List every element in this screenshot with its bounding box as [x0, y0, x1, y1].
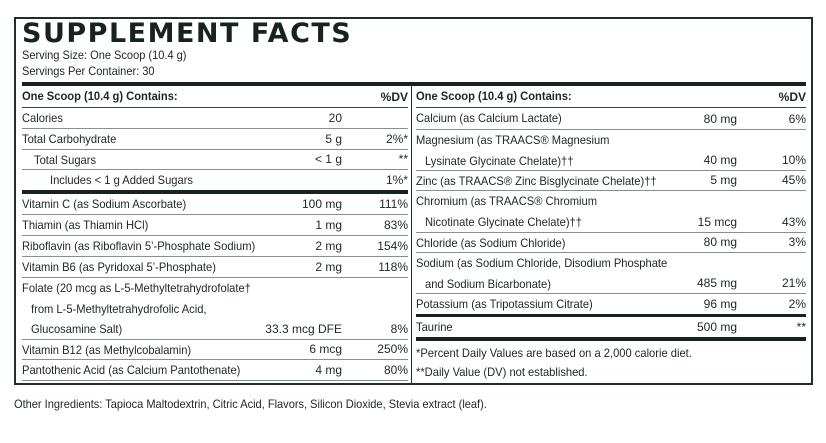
nutrient-amount: 80 mg [703, 112, 737, 126]
nutrient-amount: 20 [328, 111, 342, 125]
contains-header: One Scoop (10.4 g) Contains: [22, 89, 178, 103]
nutrient-row: Total Sugars < 1 g ** [22, 150, 408, 170]
nutrient-dv: 118% [378, 260, 408, 274]
nutrient-name: Riboflavin (as Riboflavin 5’-Phosphate S… [22, 239, 256, 253]
nutrient-dv: 2% [788, 297, 806, 311]
nutrient-row: Chromium (as TRAACS® Chromium Nicotinate … [416, 191, 806, 233]
nutrient-row: Riboflavin (as Riboflavin 5’-Phosphate S… [22, 236, 408, 257]
dv-header: %DV [778, 90, 806, 104]
nutrient-name: Folate (20 mcg as L-5-Methyltetrahydrofo… [22, 281, 251, 295]
nutrient-amount: 485 mg [696, 276, 737, 290]
nutrient-name: Glucosamine Salt) [31, 322, 123, 336]
nutrient-amount: 100 mg [301, 197, 342, 211]
nutrient-amount: 80 mg [703, 235, 737, 249]
nutrient-name: Magnesium (as TRAACS® Magnesium [416, 133, 610, 147]
nutrient-name: Pantothenic Acid (as Calcium Pantothenat… [22, 363, 241, 377]
nutrient-dv: 250% [377, 342, 408, 356]
nutrient-name: Nicotinate Glycinate Chelate)†† [425, 214, 582, 229]
dv-header: %DV [380, 90, 408, 104]
nutrient-dv: 111% [379, 197, 408, 211]
nutrient-row: Taurine 500 mg ** [416, 317, 806, 341]
nutrient-dv: 3% [788, 235, 806, 249]
nutrient-amount: 15 mcg [697, 215, 737, 229]
nutrient-amount: 33.3 mcg DFE [265, 322, 342, 336]
nutrient-row: Sodium (as Sodium Chloride, Disodium Pho… [416, 253, 806, 294]
nutrient-row: Potassium (as Tripotassium Citrate) 96 mg… [416, 294, 806, 317]
nutrient-row: Magnesium (as TRAACS® Magnesium Lysinate … [416, 130, 806, 171]
nutrient-name: Lysinate Glycinate Chelate)†† [425, 153, 574, 168]
nutrient-row: Vitamin B12 (as Methylcobalamin) 6 mcg 250… [22, 340, 408, 360]
nutrient-amount: 6 mcg [309, 342, 342, 356]
nutrient-dv: ** [398, 152, 408, 166]
nutrient-name: Chromium (as TRAACS® Chromium [416, 194, 598, 208]
nutrient-row: Calcium (as Calcium Lactate) 80 mg 6% [416, 108, 806, 130]
footnotes: *Percent Daily Values are based on a 2,0… [416, 341, 779, 382]
nutrient-amount: 5 g [325, 132, 342, 146]
nutrient-row: Chloride (as Sodium Chloride) 80 mg 3% [416, 233, 806, 253]
nutrient-amount: 500 mg [696, 320, 737, 334]
nutrient-name: from L-5-Methyltetrahydrofolic Acid, [31, 301, 207, 316]
nutrient-amount: 5 mg [710, 173, 737, 187]
nutrient-amount: 2 mg [315, 260, 342, 274]
supplement-facts-panel [14, 17, 813, 385]
left-header-row: One Scoop (10.4 g) Contains: %DV [22, 86, 408, 108]
nutrient-name: Thiamin (as Thiamin HCl) [22, 218, 149, 232]
nutrient-row: Folate (20 mcg as L-5-Methyltetrahydrofo… [22, 278, 408, 340]
nutrient-amount: 40 mg [703, 153, 737, 167]
nutrient-name: Zinc (as TRAACS® Zinc Bisglycinate Chela… [416, 174, 657, 188]
nutrient-amount: 1 mg [315, 218, 342, 232]
nutrient-dv: 83% [383, 218, 408, 232]
other-ingredients: Other Ingredients: Tapioca Maltodextrin,… [14, 397, 487, 411]
nutrient-dv: 21% [781, 276, 806, 290]
nutrient-name: Calories [22, 111, 63, 125]
nutrient-row: Total Carbohydrate 5 g 2%* [22, 129, 408, 150]
nutrient-amount: < 1 g [314, 152, 342, 166]
nutrient-name: Sodium (as Sodium Chloride, Disodium Pho… [416, 256, 668, 270]
contains-header: One Scoop (10.4 g) Contains: [416, 89, 572, 103]
top-rule [22, 82, 806, 86]
nutrient-name: and Sodium Bicarbonate) [425, 276, 551, 291]
nutrient-row: Zinc (as TRAACS® Zinc Bisglycinate Chela… [416, 171, 806, 191]
servings-per-container: Servings Per Container: 30 [22, 64, 155, 78]
right-column: One Scoop (10.4 g) Contains: %DV Calcium… [416, 86, 806, 382]
nutrient-amount: 4 mg [315, 363, 342, 377]
nutrient-name: Vitamin B6 (as Pyridoxal 5’-Phosphate) [22, 260, 216, 274]
nutrient-name: Vitamin B12 (as Methylcobalamin) [22, 343, 192, 357]
nutrient-dv: 10% [781, 153, 806, 167]
serving-size: Serving Size: One Scoop (10.4 g) [22, 48, 187, 62]
nutrient-dv: 45% [781, 173, 806, 187]
left-column: One Scoop (10.4 g) Contains: %DV Calorie… [22, 86, 408, 381]
nutrient-row: Pantothenic Acid (as Calcium Pantothenat… [22, 360, 408, 381]
nutrient-row: Calories 20 [22, 108, 408, 129]
nutrient-name: Includes < 1 g Added Sugars [50, 173, 194, 187]
nutrient-name: Total Sugars [34, 153, 97, 167]
nutrient-row: Vitamin B6 (as Pyridoxal 5’-Phosphate) 2 … [22, 257, 408, 278]
nutrient-dv: 8% [390, 322, 408, 336]
nutrient-name: Taurine [416, 320, 453, 334]
nutrient-name: Vitamin C (as Sodium Ascorbate) [22, 197, 187, 211]
nutrient-row: Thiamin (as Thiamin HCl) 1 mg 83% [22, 215, 408, 236]
nutrient-dv: 6% [788, 112, 806, 126]
nutrient-row: Vitamin C (as Sodium Ascorbate) 100 mg 111… [22, 194, 408, 215]
nutrient-dv: 80% [383, 363, 408, 377]
nutrient-name: Calcium (as Calcium Lactate) [416, 111, 562, 125]
nutrient-dv: ** [796, 320, 806, 334]
nutrient-name: Chloride (as Sodium Chloride) [416, 236, 566, 250]
footnote: *Percent Daily Values are based on a 2,0… [416, 346, 692, 360]
nutrient-dv: 1%* [385, 173, 408, 187]
nutrient-name: Potassium (as Tripotassium Citrate) [416, 297, 593, 311]
nutrient-name: Total Carbohydrate [22, 132, 117, 146]
right-header-row: One Scoop (10.4 g) Contains: %DV [416, 86, 806, 108]
nutrient-dv: 2%* [385, 132, 408, 146]
nutrient-amount: 96 mg [703, 297, 737, 311]
nutrient-row: Includes < 1 g Added Sugars 1%* [22, 170, 408, 194]
nutrient-dv: 154% [377, 239, 408, 253]
panel-title: SUPPLEMENT FACTS [22, 18, 353, 49]
nutrient-dv: 43% [781, 215, 806, 229]
footnote: **Daily Value (DV) not established. [416, 365, 588, 379]
nutrient-amount: 2 mg [315, 239, 342, 253]
column-divider [411, 86, 412, 385]
